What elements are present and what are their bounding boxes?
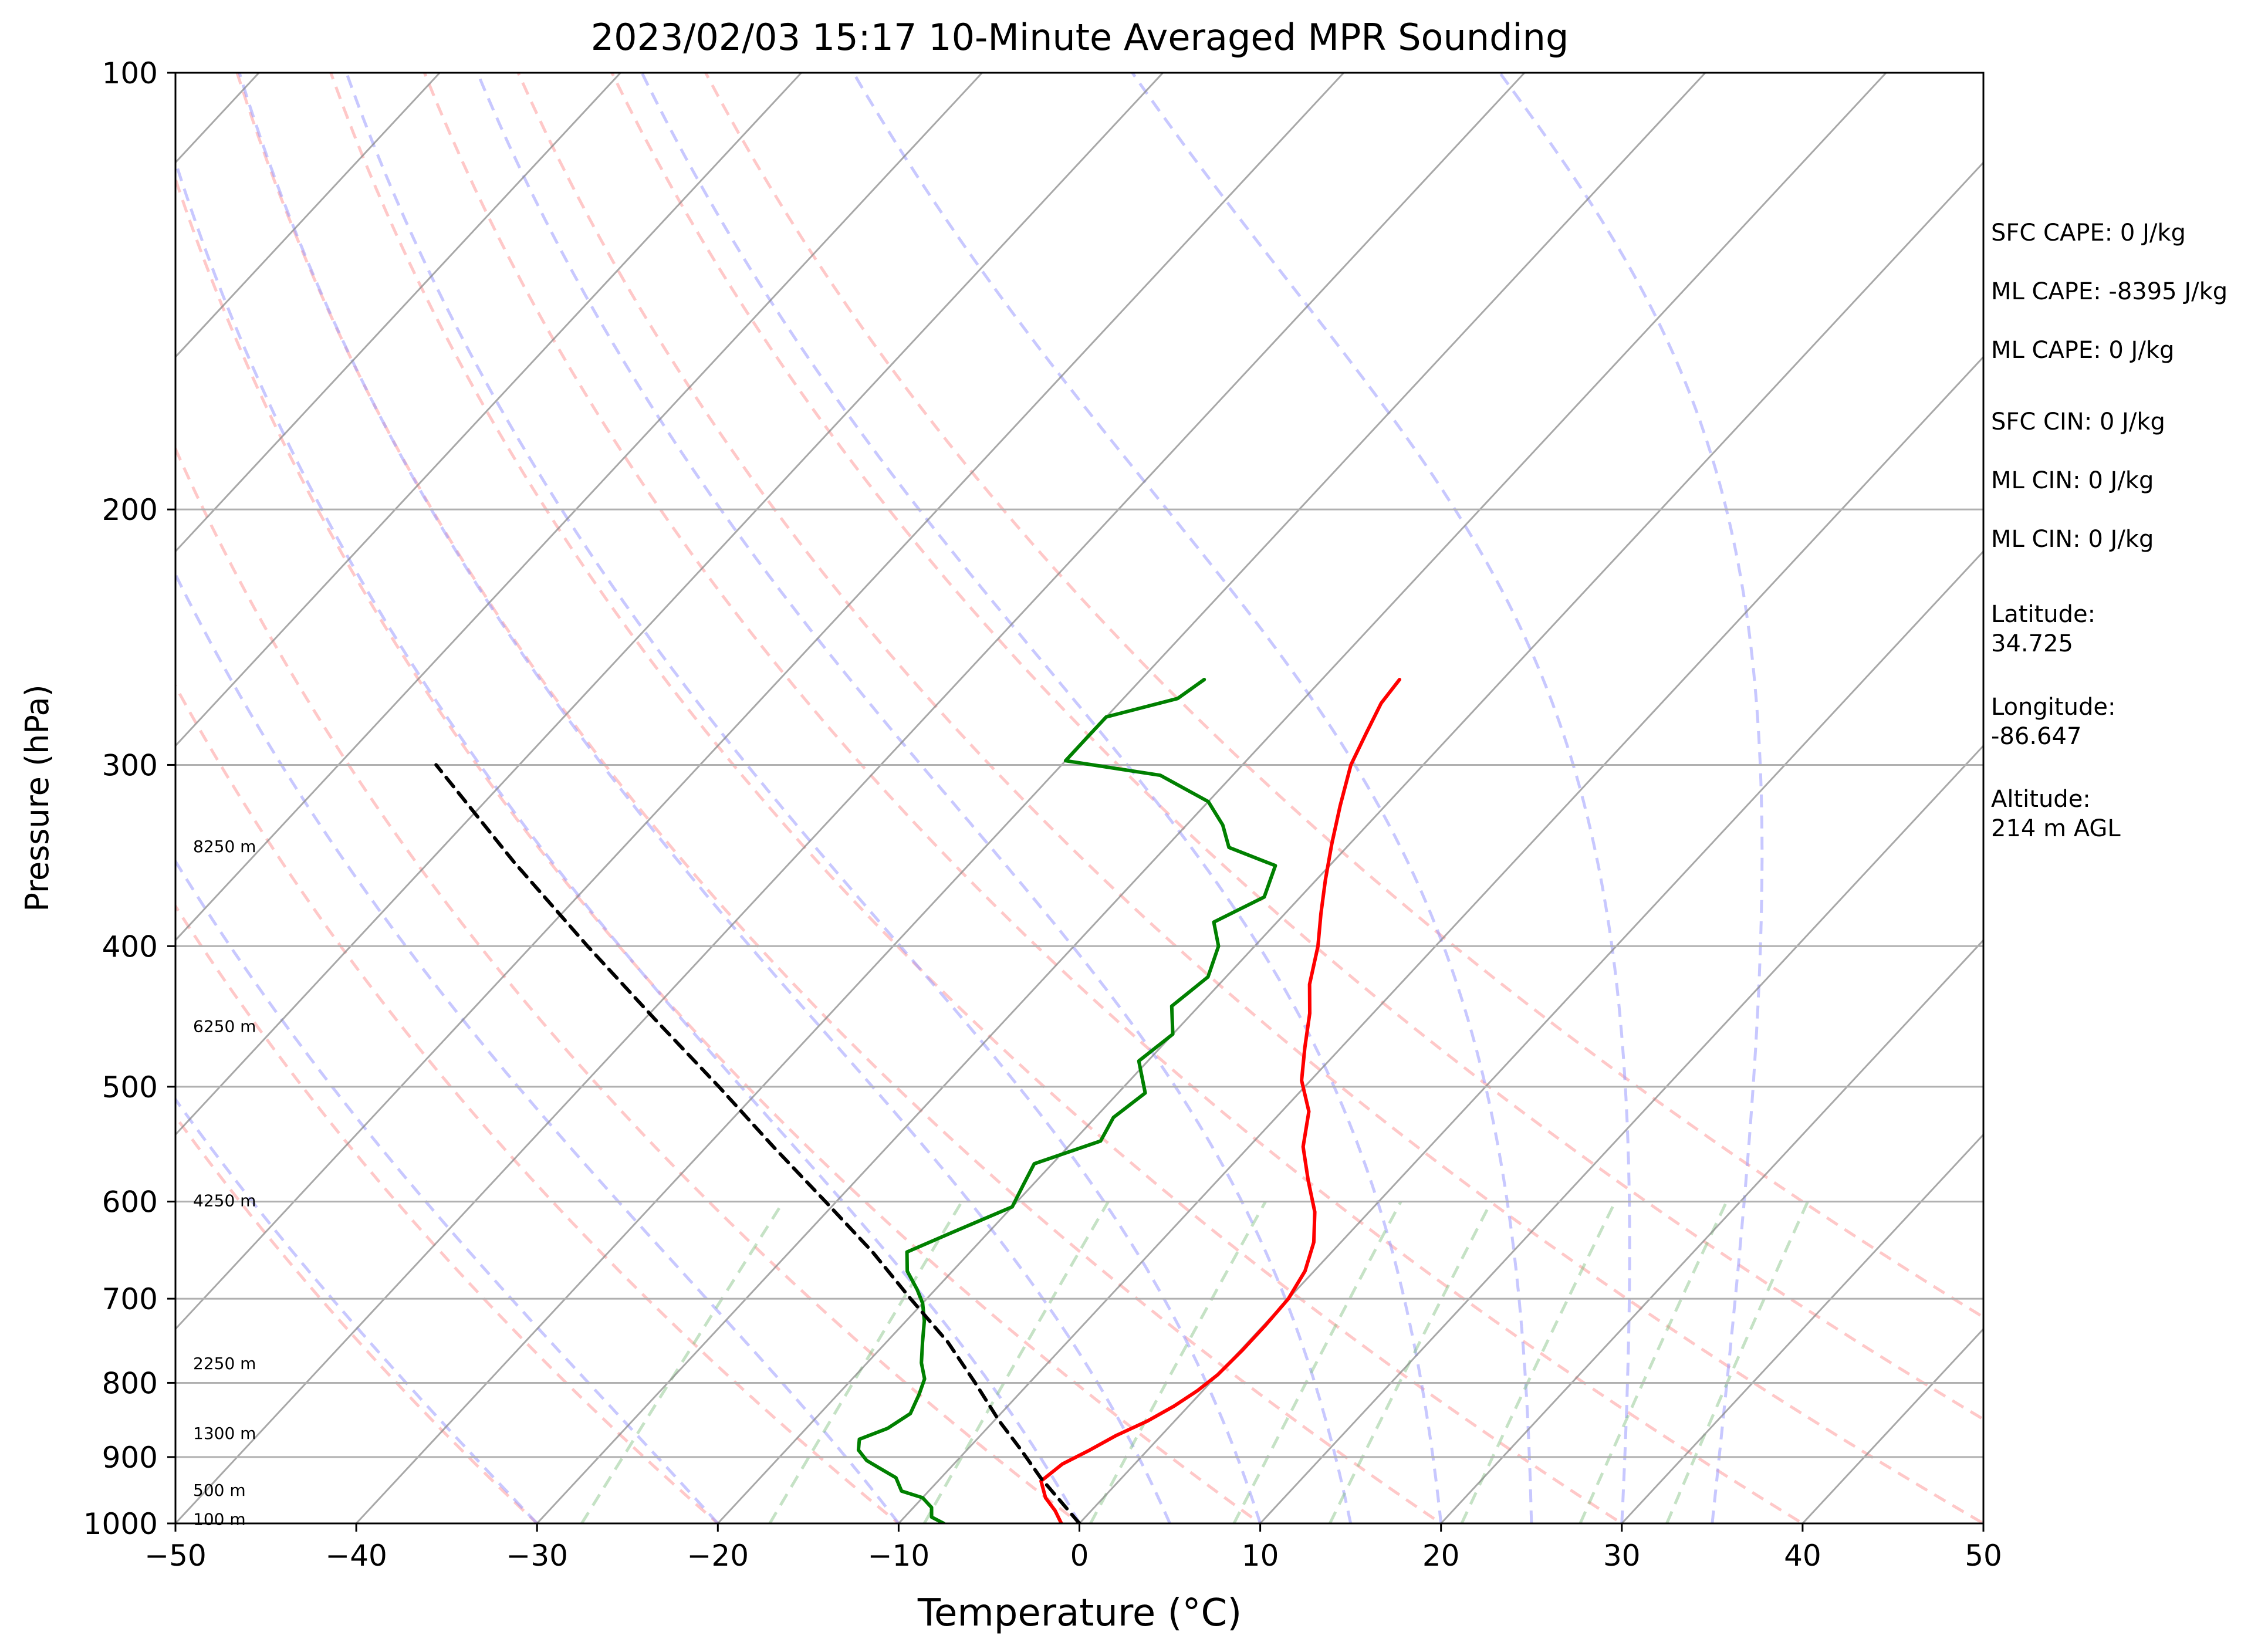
height-label: 6250 m	[193, 1017, 256, 1036]
y-tick-label: 800	[102, 1366, 158, 1400]
x-axis-label: Temperature (°C)	[917, 1591, 1242, 1635]
isotherm-line	[1440, 938, 1983, 1523]
x-tick-label: −50	[144, 1539, 207, 1573]
plot-area	[175, 73, 1983, 1523]
x-tick-label: 40	[1784, 1539, 1821, 1573]
moist-adiabat-line	[476, 73, 1353, 1523]
sounding-parameter: Longitude: -86.647	[1991, 694, 2116, 750]
sounding-profiles	[434, 678, 1401, 1523]
x-tick-label: 0	[1070, 1539, 1089, 1573]
x-tick-label: −20	[687, 1539, 749, 1573]
dry-adiabat-line	[516, 73, 1983, 1523]
dewpoint-line	[856, 678, 1277, 1523]
height-label: 500 m	[193, 1481, 246, 1500]
dry-adiabat-line	[175, 1114, 539, 1523]
moist-adiabat-line	[238, 73, 1171, 1523]
height-label: 100 m	[193, 1510, 246, 1529]
x-tick-label: 50	[1965, 1539, 2002, 1573]
y-tick-label: 900	[102, 1441, 158, 1475]
isotherm-line	[1621, 1133, 1983, 1523]
x-tick-label: −10	[868, 1539, 930, 1573]
sounding-parameter: ML CAPE: 0 J/kg	[1991, 337, 2175, 364]
moist-adiabat-line	[344, 73, 1262, 1523]
isotherm-line	[175, 73, 1164, 1136]
x-tick-label: −40	[325, 1539, 387, 1573]
isotherm-line	[1079, 550, 1983, 1523]
sounding-parameter: ML CAPE: -8395 J/kg	[1991, 278, 2228, 305]
isotherm-line	[175, 73, 802, 748]
isotherm-line	[898, 356, 1983, 1523]
isotherm-line	[356, 73, 1706, 1523]
y-tick-label: 700	[102, 1282, 158, 1316]
x-axis-ticks: −50 −40 −30 −20 −10 0 10 20 30 40 50	[144, 1523, 2002, 1573]
dry-adiabat-line	[704, 73, 1983, 1319]
y-tick-label: 300	[102, 748, 158, 782]
height-label: 1300 m	[193, 1424, 256, 1443]
mixing-ratio-line	[922, 1201, 1110, 1523]
mixing-ratio-line	[580, 1201, 785, 1523]
sounding-parameter: Latitude: 34.725	[1991, 601, 2096, 657]
isotherm-line	[175, 73, 621, 553]
dry-adiabat-line	[610, 73, 1983, 1421]
sounding-parameter: SFC CIN: 0 J/kg	[1991, 408, 2165, 435]
y-tick-label: 1000	[83, 1507, 158, 1541]
sounding-parameter: ML CIN: 0 J/kg	[1991, 467, 2154, 494]
moist-adiabat-line	[175, 571, 900, 1523]
moist-adiabat-line	[640, 73, 1443, 1523]
dry-adiabat-line	[175, 445, 1082, 1523]
isotherm-line	[717, 161, 1983, 1523]
isotherm-line	[536, 73, 1887, 1523]
dry-adiabat-line	[422, 73, 1806, 1523]
height-label: 8250 m	[193, 837, 256, 856]
y-tick-label: 600	[102, 1185, 158, 1219]
moist-adiabat-line	[851, 73, 1533, 1523]
dry-adiabat-line	[175, 174, 1263, 1523]
mixing-ratio-line	[768, 1201, 964, 1523]
x-tick-label: −30	[506, 1539, 568, 1573]
plot-background	[175, 73, 1983, 1523]
isotherm-line	[175, 73, 983, 942]
isotherm-line	[1259, 744, 1983, 1523]
height-label: 2250 m	[193, 1354, 256, 1373]
moist-adiabat-line	[1130, 73, 1631, 1523]
sounding-parameter: Altitude: 214 m AGL	[1991, 786, 2121, 842]
y-tick-label: 400	[102, 930, 158, 964]
thermodynamic-background-lines	[175, 73, 1983, 1523]
y-axis-ticks: 1000 900 800 700 600 500 400 300 200 100	[83, 56, 175, 1541]
moist-adiabat-line	[1498, 73, 1764, 1523]
dry-adiabat-line	[329, 73, 1625, 1523]
dry-adiabat-line	[175, 903, 721, 1523]
chart-title: 2023/02/03 15:17 10-Minute Averaged MPR …	[591, 16, 1569, 59]
isotherm-line	[175, 73, 1526, 1523]
sounding-parameter: SFC CAPE: 0 J/kg	[1991, 219, 2186, 246]
height-labels: 100 m 500 m 1300 m 2250 m 4250 m 6250 m 8250 m	[193, 837, 256, 1529]
isotherm-line	[175, 73, 441, 359]
sounding-parameter: ML CIN: 0 J/kg	[1991, 526, 2154, 553]
temperature-line	[1039, 678, 1401, 1523]
y-tick-label: 500	[102, 1070, 158, 1104]
x-tick-label: 10	[1242, 1539, 1279, 1573]
height-label: 4250 m	[193, 1191, 256, 1211]
isotherm-line	[175, 73, 1344, 1330]
moist-adiabat-line	[175, 157, 1081, 1523]
y-tick-label: 200	[102, 493, 158, 527]
x-tick-label: 30	[1603, 1539, 1641, 1573]
parcel-profile-line	[434, 763, 1081, 1523]
moist-adiabat-line	[175, 859, 719, 1523]
y-tick-label: 100	[102, 56, 158, 90]
y-axis-label: Pressure (hPa)	[19, 684, 56, 911]
x-tick-label: 20	[1422, 1539, 1460, 1573]
